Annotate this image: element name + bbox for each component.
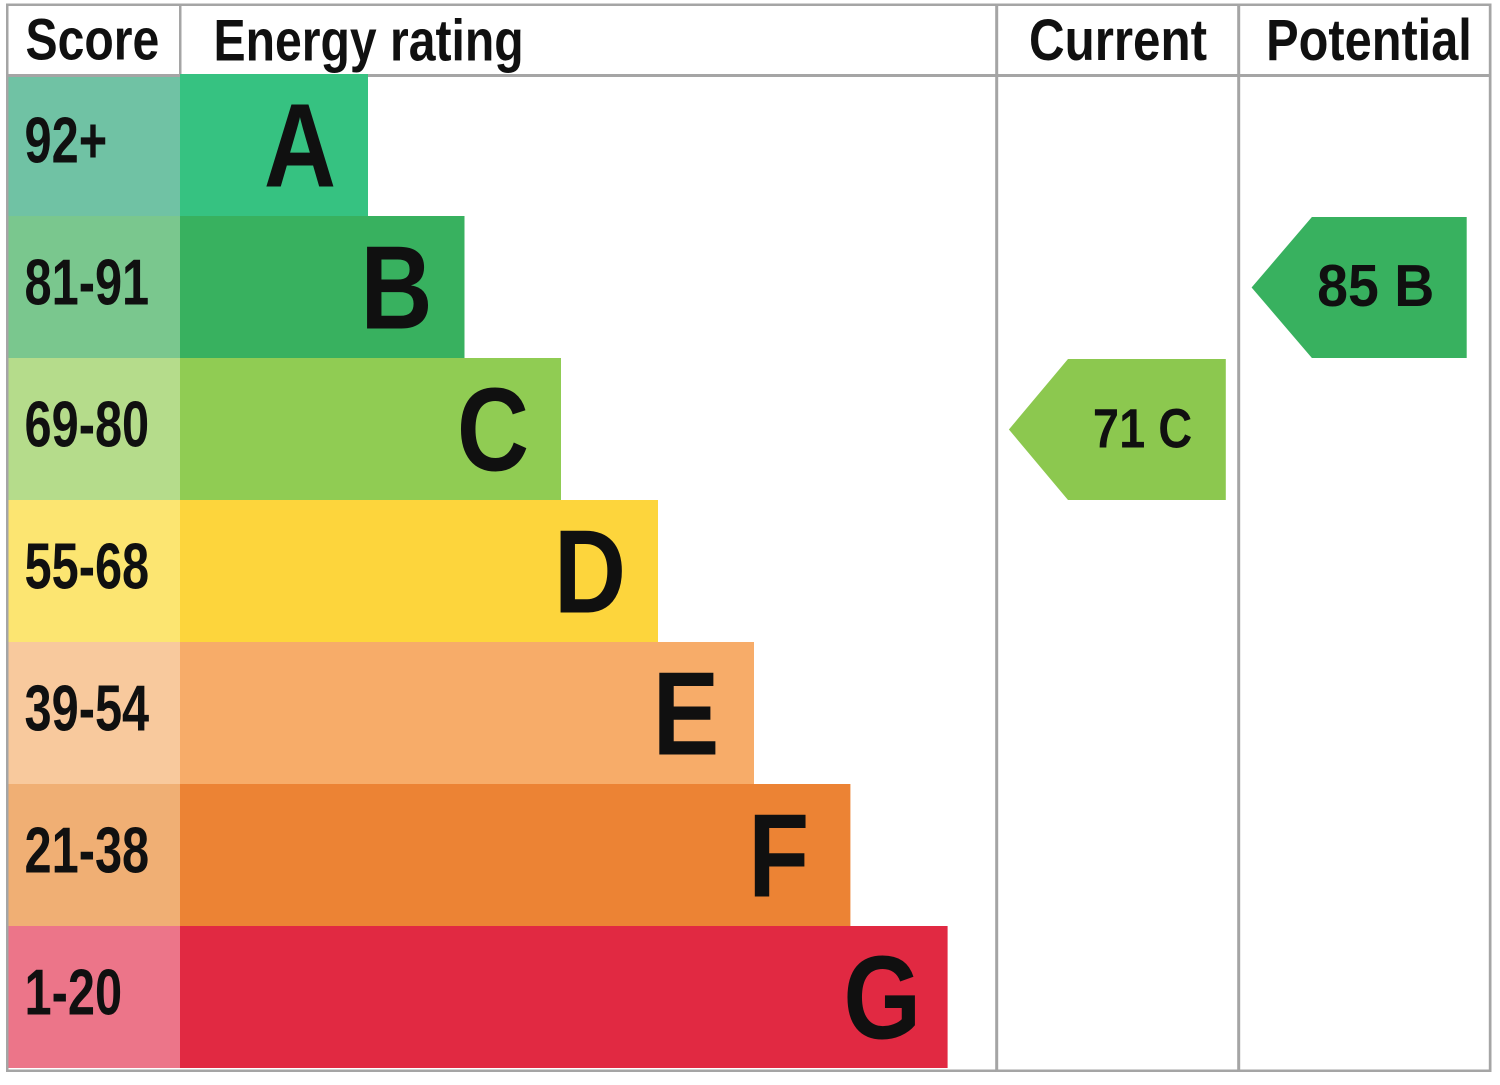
svg-text:71 C: 71 C	[1093, 397, 1192, 460]
svg-text:Current: Current	[1029, 8, 1207, 73]
svg-text:E: E	[653, 648, 720, 780]
svg-text:C: C	[457, 364, 529, 496]
svg-text:85 B: 85 B	[1317, 253, 1434, 319]
svg-text:92+: 92+	[25, 105, 108, 177]
svg-text:F: F	[748, 790, 809, 922]
svg-text:Energy rating: Energy rating	[214, 9, 524, 73]
svg-text:39-54: 39-54	[25, 673, 150, 745]
svg-text:69-80: 69-80	[25, 389, 150, 461]
svg-text:G: G	[843, 932, 921, 1064]
svg-text:D: D	[554, 506, 626, 638]
svg-text:Score: Score	[26, 8, 160, 72]
svg-text:B: B	[360, 222, 432, 354]
svg-text:1-20: 1-20	[25, 957, 123, 1029]
svg-text:55-68: 55-68	[25, 531, 150, 603]
svg-text:21-38: 21-38	[25, 815, 150, 887]
svg-text:Potential: Potential	[1266, 9, 1472, 73]
svg-text:A: A	[264, 80, 336, 212]
svg-text:81-91: 81-91	[25, 247, 150, 319]
